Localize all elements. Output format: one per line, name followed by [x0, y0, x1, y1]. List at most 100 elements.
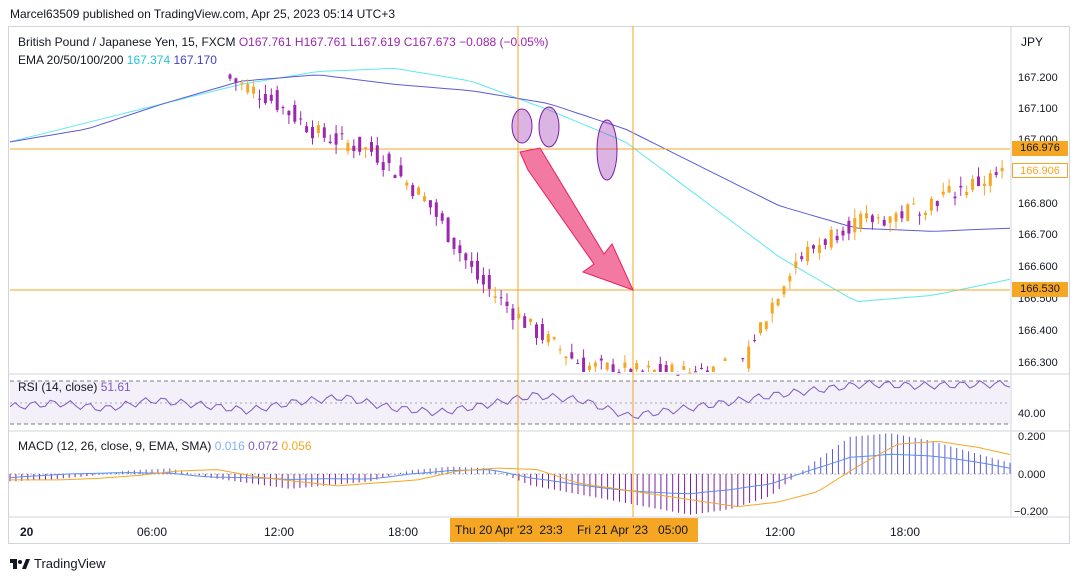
candle-body: [747, 346, 751, 369]
candle-body: [900, 211, 904, 219]
candle-body: [658, 363, 662, 372]
time-marker-2: Fri 21 Apr '23 05:00: [572, 518, 698, 542]
footer-brand-label: TradingView: [34, 556, 106, 571]
candle-body: [688, 372, 692, 374]
candle-body: [322, 127, 326, 138]
candle-body: [281, 107, 285, 108]
candle-body: [511, 308, 515, 320]
candle-body: [375, 145, 379, 163]
time-marker-1: Thu 20 Apr '23 23:3: [450, 518, 580, 542]
candle-body: [381, 162, 385, 170]
macd-histogram: [9, 433, 1011, 515]
candle-body: [417, 187, 421, 195]
macd-legend: MACD (12, 26, close, 9, EMA, SMA) 0.016 …: [18, 439, 312, 453]
price-tag-lower: 166.530: [1012, 282, 1068, 297]
ohlc-close-label: C: [403, 35, 413, 49]
candle-body: [647, 365, 650, 368]
candle-body: [941, 191, 945, 195]
candle-body: [487, 275, 491, 289]
candle-body: [847, 220, 851, 234]
price-axis: 167.200 167.100 167.000 166.800 166.700 …: [1014, 72, 1058, 518]
candle-body: [393, 175, 397, 178]
candle-body: [370, 142, 373, 152]
candle-body: [764, 321, 768, 329]
macd-signal-line: [10, 441, 1011, 508]
candle-body: [552, 337, 556, 340]
candle-body: [617, 372, 621, 374]
candle-body: [523, 316, 527, 328]
candle-body: [364, 147, 368, 149]
candle-body: [411, 185, 415, 197]
candle-body: [924, 212, 927, 215]
candle-body: [517, 313, 521, 318]
candle-body: [464, 253, 468, 261]
rsi-label: RSI (14, close): [18, 380, 98, 394]
candle-body: [440, 213, 444, 221]
candle-body: [428, 200, 432, 208]
ohlc-close: 167.673: [412, 35, 456, 49]
price-tick: 166.600: [1018, 261, 1058, 273]
ohlc-high-label: H: [294, 35, 304, 49]
chart-frame: [8, 26, 1070, 544]
ema-value-1: 167.374: [126, 53, 171, 67]
macd-line: [9, 453, 1011, 495]
candle-body: [358, 136, 362, 152]
candle-body: [446, 217, 450, 242]
candle-body: [505, 301, 509, 306]
candle-body: [776, 299, 780, 306]
candle-body: [664, 365, 668, 372]
candle-body: [405, 182, 409, 186]
candle-body: [865, 213, 868, 219]
candle-body: [593, 362, 597, 367]
rsi-value: 51.61: [100, 380, 131, 394]
candle-body: [352, 145, 356, 151]
macd-value-2: 0.072: [248, 439, 279, 453]
candle-body: [263, 94, 267, 104]
candle-body: [540, 324, 544, 340]
candle-body: [759, 322, 762, 334]
candle-body: [470, 260, 474, 267]
candle-body: [611, 364, 615, 372]
candle-body: [287, 110, 291, 116]
macd-tick: 0.000: [1018, 469, 1046, 481]
candle-body: [629, 369, 633, 372]
footer-brand[interactable]: TradingView: [10, 556, 106, 571]
candles: [228, 73, 1004, 376]
price-tick: 167.200: [1018, 72, 1058, 84]
candle-body: [564, 356, 568, 359]
candle-body: [935, 200, 939, 207]
down-arrow-annotation: [519, 147, 634, 291]
candle-body: [971, 178, 975, 190]
candle-body: [817, 245, 821, 254]
candle-body: [269, 94, 273, 101]
candle-body: [582, 357, 586, 372]
candle-body: [929, 198, 933, 211]
candle-body: [770, 302, 774, 314]
candle-body: [741, 358, 745, 360]
candle-body: [328, 141, 332, 143]
candle-body: [546, 334, 550, 343]
ohlc-low-label: L: [350, 35, 357, 49]
macd-label: MACD (12, 26, close, 9, EMA, SMA): [18, 439, 212, 453]
price-tick: 166.800: [1018, 198, 1058, 210]
candle-body: [782, 286, 786, 295]
candle-body: [894, 213, 898, 222]
ohlc-open: 167.761: [248, 35, 292, 49]
candle-body: [234, 78, 238, 83]
candle-body: [947, 185, 951, 193]
ohlc-change: −0.088 (−0.05%): [459, 35, 549, 49]
candle-body: [682, 366, 686, 370]
time-marker-1-time: 23:3: [539, 523, 563, 537]
time-marker-2-time: 05:00: [658, 523, 689, 537]
highlight-circle-1: [511, 108, 533, 144]
candle-body: [705, 370, 709, 372]
candle-body: [499, 297, 503, 299]
candle-body: [305, 126, 309, 133]
time-marker-1-date: Thu 20 Apr '23: [455, 523, 533, 537]
time-tick: 18:00: [388, 525, 418, 539]
candle-body: [870, 215, 874, 223]
macd-value-1: 0.016: [214, 439, 245, 453]
candle-body: [829, 230, 833, 248]
candle-body: [959, 185, 963, 188]
